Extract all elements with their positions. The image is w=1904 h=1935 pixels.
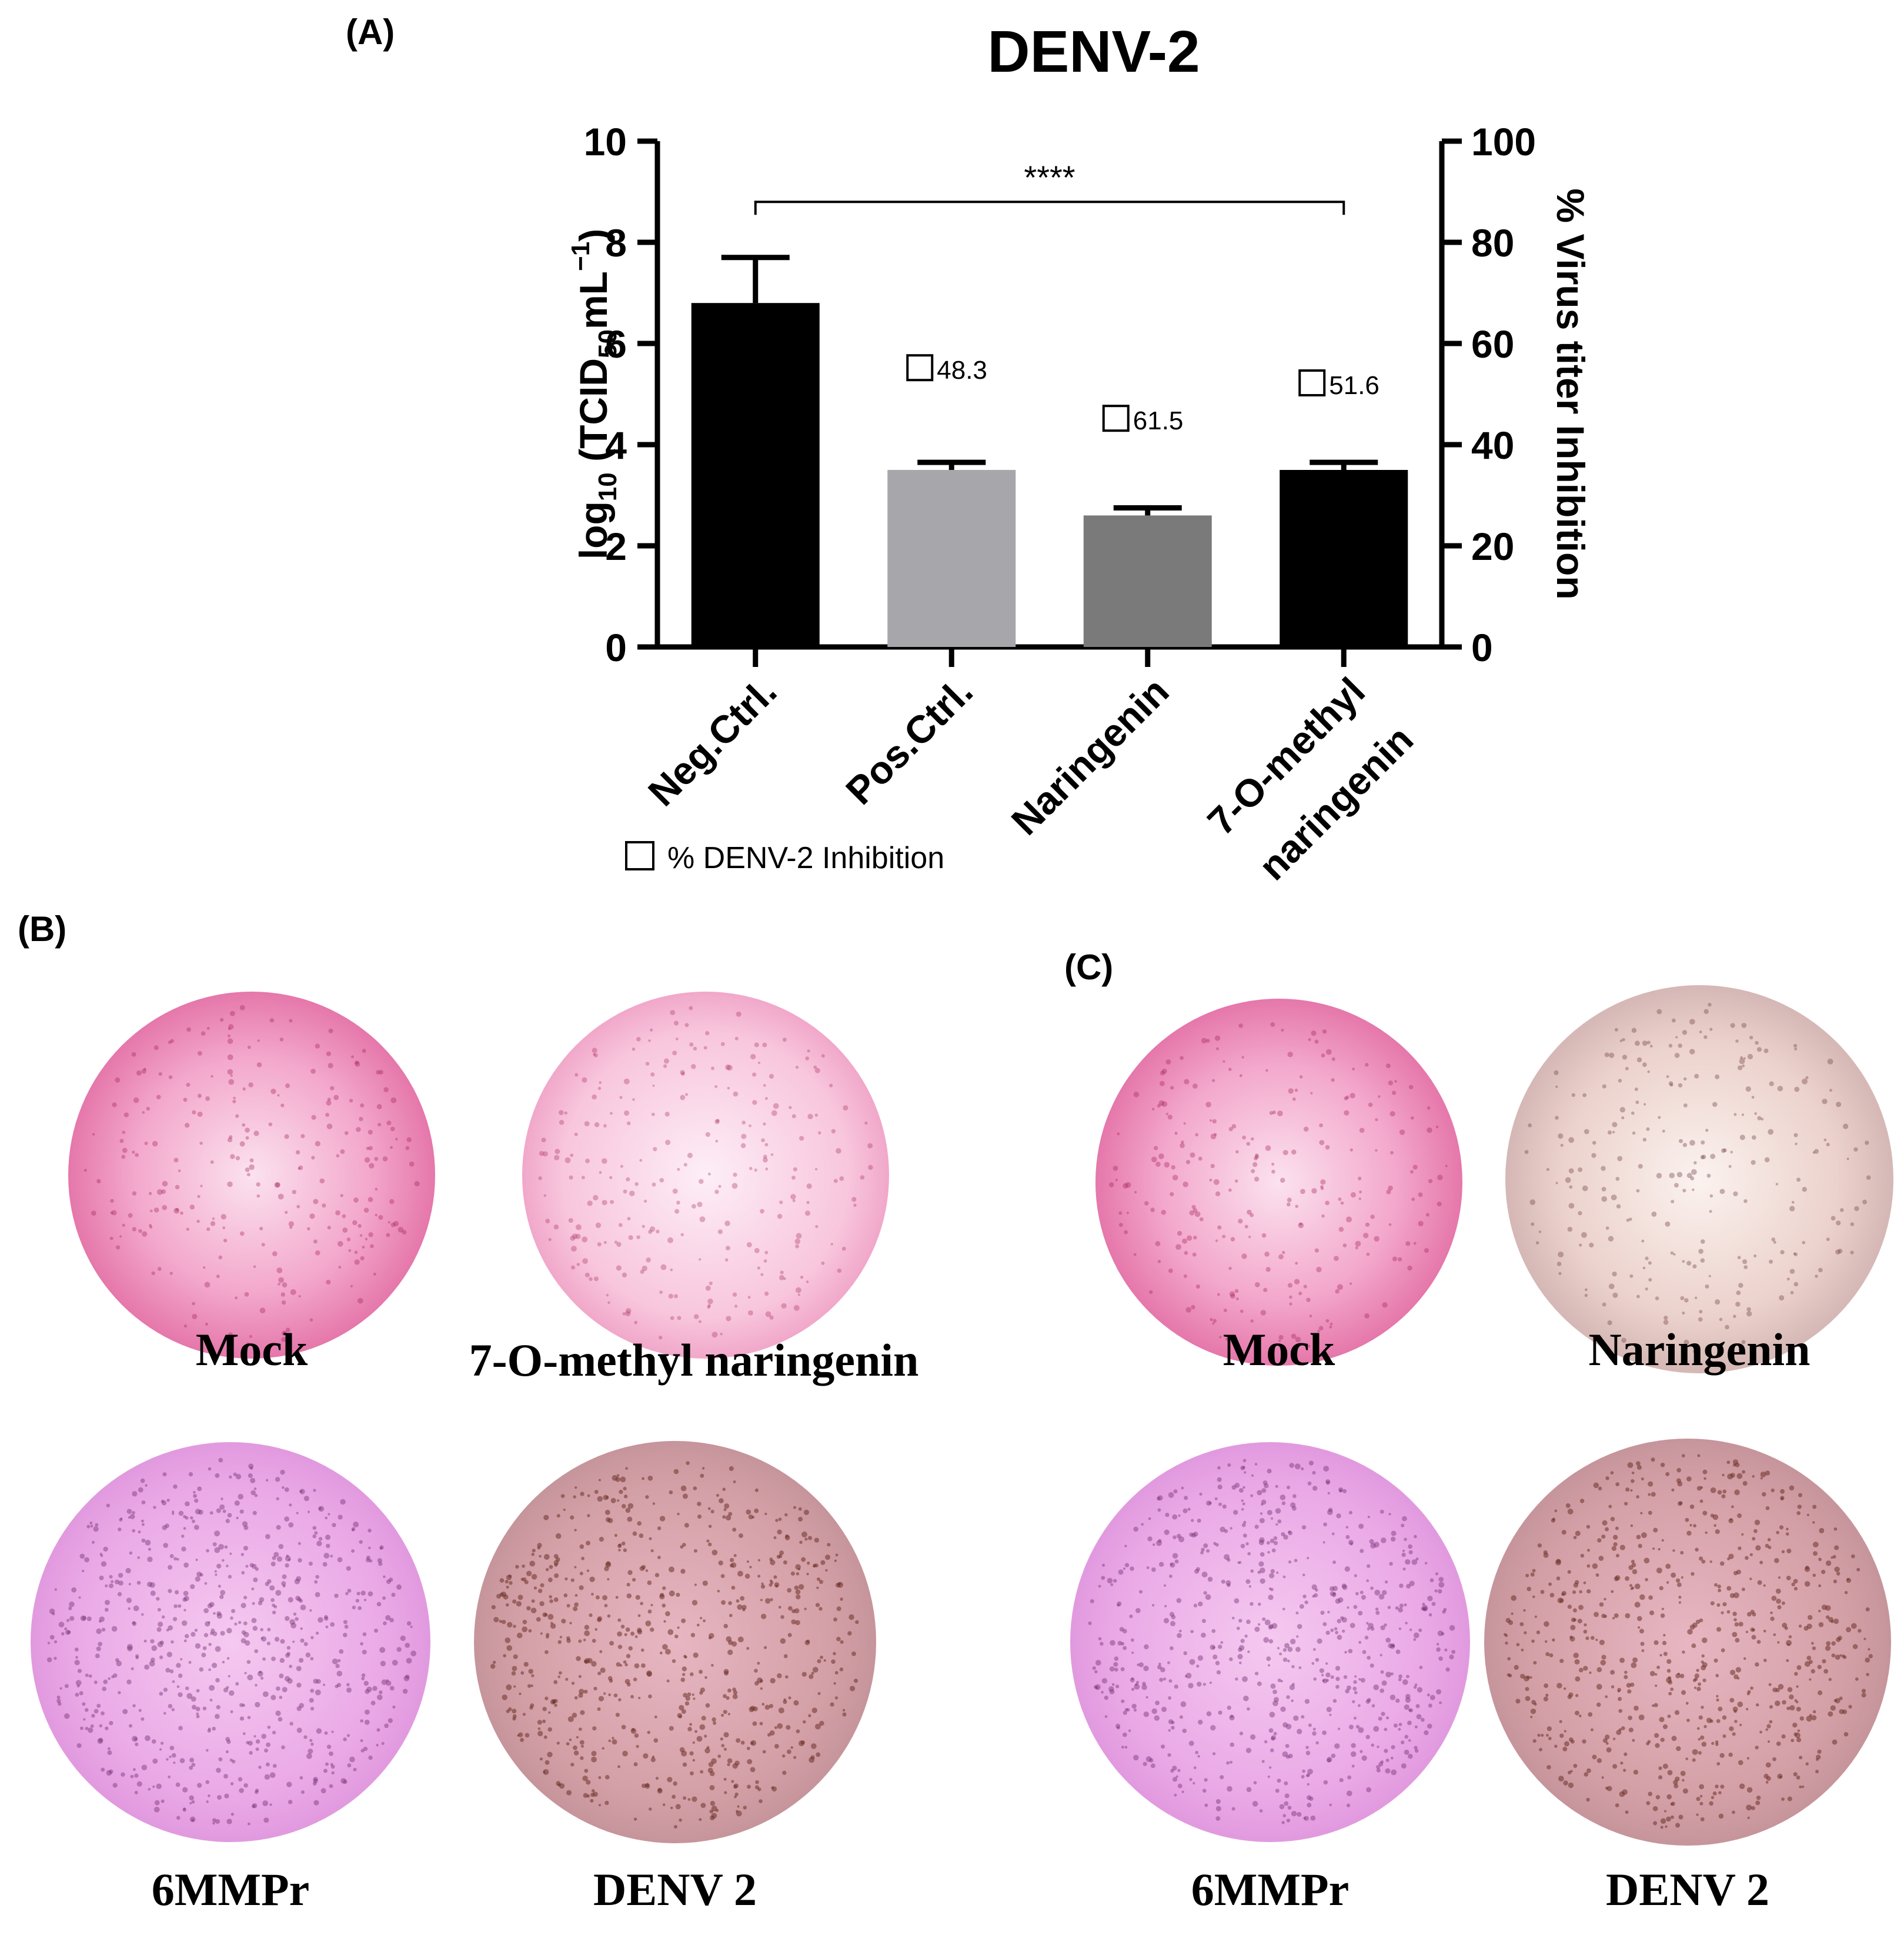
y-right-tick-label: 20 <box>1471 525 1514 568</box>
microscopy-well <box>474 1441 876 1843</box>
y-right-tick-label: 60 <box>1471 322 1514 366</box>
bar <box>1280 470 1408 647</box>
chart-annotations: 48.3 61.5 51.6 **** % DENV-2 Inhibition <box>625 159 1379 875</box>
y-right-tick-label: 100 <box>1471 120 1536 164</box>
microscopy-well <box>1095 999 1462 1366</box>
y-left-tick-label: 6 <box>605 322 627 366</box>
y-right-tick-label: 80 <box>1471 221 1514 265</box>
chart-bars <box>691 255 1408 647</box>
cell-texture <box>1504 1454 1873 1829</box>
y-left-tick-label: 4 <box>605 423 627 467</box>
cell-texture <box>1088 1459 1456 1824</box>
significance-label: **** <box>1024 159 1075 196</box>
cell-texture <box>538 1006 873 1340</box>
microscopy-well <box>31 1442 430 1842</box>
microscopy-well <box>68 992 435 1359</box>
panel-label-a: (A) <box>346 12 395 52</box>
inhibition-value: 51.6 <box>1329 371 1379 400</box>
well-label: DENV 2 <box>1605 1864 1770 1915</box>
y-axis-right-label: % Virus titer Inhibition <box>1549 188 1592 599</box>
inhibition-marker <box>1298 369 1326 396</box>
significance-bracket <box>754 201 1345 215</box>
cell-texture <box>46 1457 417 1826</box>
cell-texture <box>83 1005 420 1346</box>
y-axis-left-label: log10 (TCID50mL−1) <box>566 229 622 559</box>
well-label: 6MMPr <box>1191 1864 1349 1915</box>
cell-texture <box>1524 1002 1871 1353</box>
well-label: Mock <box>1222 1324 1335 1375</box>
well-label: 6MMPr <box>151 1864 310 1915</box>
well-label: 7-O-methyl naringenin <box>469 1335 919 1386</box>
inhibition-value: 61.5 <box>1133 406 1184 435</box>
microscopy-well <box>1070 1442 1470 1842</box>
x-tick-label: Neg.Ctrl. <box>640 669 785 815</box>
microscopy-well <box>522 992 889 1359</box>
microscopy-well <box>1505 985 1893 1373</box>
bar <box>1083 515 1212 647</box>
cell-texture <box>1108 1022 1448 1348</box>
bar <box>887 470 1016 647</box>
y-left-tick-label: 10 <box>584 120 627 164</box>
legend-marker <box>625 841 654 870</box>
y-right-tick-label: 40 <box>1471 423 1514 467</box>
panel-label-c: (C) <box>1064 948 1114 987</box>
legend-label: % DENV-2 Inhibition <box>667 841 944 875</box>
panel-label-b: (B) <box>18 909 67 949</box>
x-tick-label: Pos.Ctrl. <box>837 669 981 813</box>
inhibition-value: 48.3 <box>937 356 987 385</box>
inhibition-marker <box>906 354 934 382</box>
chart-title: DENV-2 <box>987 19 1200 85</box>
well-label: Mock <box>195 1324 308 1375</box>
well-label: Naringenin <box>1588 1324 1811 1375</box>
bar <box>691 303 820 647</box>
cell-texture <box>490 1461 859 1829</box>
inhibition-marker <box>1102 405 1130 432</box>
y-right-tick-label: 0 <box>1471 626 1493 669</box>
y-left-tick-label: 0 <box>605 626 627 669</box>
x-tick-label: Naringenin <box>1003 669 1177 843</box>
microscopy-well <box>1484 1439 1891 1846</box>
y-left-tick-label: 2 <box>605 525 627 568</box>
y-left-tick-label: 8 <box>605 221 627 265</box>
well-label: DENV 2 <box>593 1864 757 1915</box>
